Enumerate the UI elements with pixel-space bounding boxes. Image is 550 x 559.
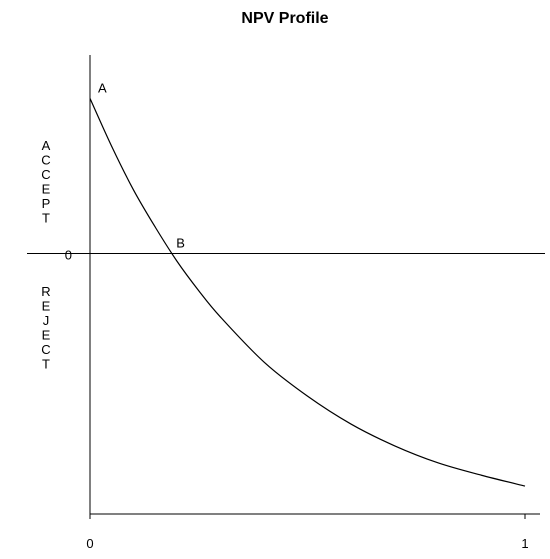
annotation: A	[98, 80, 107, 95]
annotation: B	[176, 235, 185, 250]
y-tick-label: 0	[65, 247, 72, 262]
x-tick-label: 0	[86, 536, 93, 551]
chart-title: NPV Profile	[241, 10, 328, 27]
x-tick-label: 1	[521, 536, 528, 551]
npv-curve	[89, 98, 526, 487]
